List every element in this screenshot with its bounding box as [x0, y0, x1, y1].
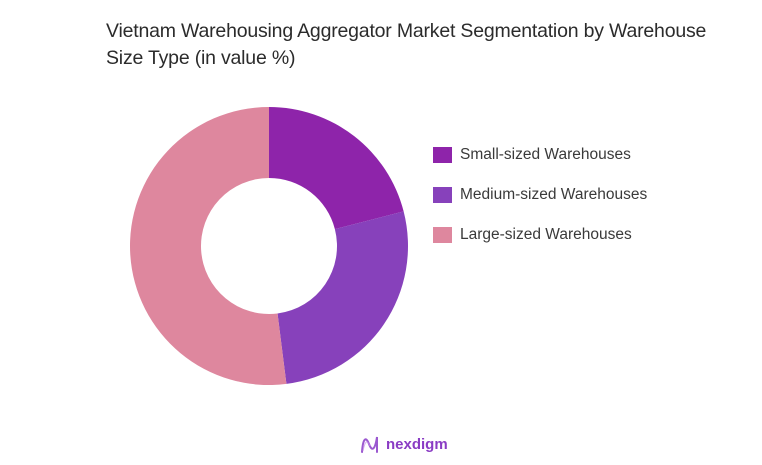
- legend-item-medium: Medium-sized Warehouses: [433, 168, 647, 222]
- brand-name: nexdigm: [386, 435, 448, 453]
- legend-swatch-large: [433, 227, 452, 243]
- legend-swatch-medium: [433, 187, 452, 203]
- donut-slice-medium: [277, 211, 408, 384]
- legend-label-large: Large-sized Warehouses: [460, 226, 632, 243]
- legend-label-small: Small-sized Warehouses: [460, 146, 631, 163]
- brand-logo: nexdigm: [360, 434, 448, 454]
- legend: Small-sized Warehouses Medium-sized Ware…: [433, 128, 647, 262]
- donut-slice-large: [130, 107, 287, 386]
- chart-title: Vietnam Warehousing Aggregator Market Se…: [106, 20, 707, 69]
- legend-item-large: Large-sized Warehouses: [433, 208, 647, 262]
- donut-slice-small: [269, 107, 404, 230]
- legend-label-medium: Medium-sized Warehouses: [460, 186, 648, 203]
- nexdigm-logo-icon: [361, 436, 378, 453]
- legend-swatch-small: [433, 147, 452, 163]
- legend-item-small: Small-sized Warehouses: [433, 128, 647, 182]
